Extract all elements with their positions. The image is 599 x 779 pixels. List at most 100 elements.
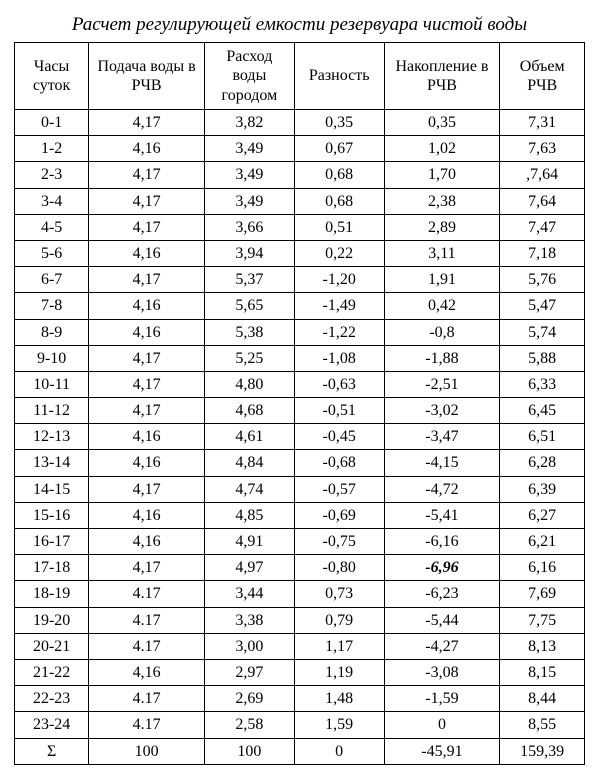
table-cell: 6,39 (500, 476, 585, 502)
table-cell: 4,68 (204, 398, 294, 424)
table-cell: 0,73 (294, 581, 384, 607)
table-row: 15-164,164,85-0,69-5,416,27 (15, 502, 585, 528)
table-cell: -1,59 (384, 686, 500, 712)
table-header-row: Часы суток Подача воды в РЧВ Расход воды… (15, 43, 585, 110)
table-cell: 4.17 (89, 712, 205, 738)
table-cell: 4,97 (204, 555, 294, 581)
table-cell: 20-21 (15, 633, 89, 659)
table-cell: 17-18 (15, 555, 89, 581)
table-cell: 3,38 (204, 607, 294, 633)
table-cell: 3,82 (204, 110, 294, 136)
table-cell: -2,51 (384, 371, 500, 397)
table-cell: 7,47 (500, 214, 585, 240)
table-cell: 8,13 (500, 633, 585, 659)
table-cell: 2,89 (384, 214, 500, 240)
table-cell: -3,02 (384, 398, 500, 424)
table-cell: 6,33 (500, 371, 585, 397)
table-cell: 2-3 (15, 162, 89, 188)
table-cell: -4,15 (384, 450, 500, 476)
table-row: 20-214.173,001,17-4,278,13 (15, 633, 585, 659)
table-cell: 0,35 (384, 110, 500, 136)
table-row: 21-224,162,971,19-3,088,15 (15, 659, 585, 685)
table-cell: -4,72 (384, 476, 500, 502)
table-cell: 4,85 (204, 502, 294, 528)
table-cell: 3,44 (204, 581, 294, 607)
table-row: 0-14,173,820,350,357,31 (15, 110, 585, 136)
table-cell: 18-19 (15, 581, 89, 607)
table-row: 9-104,175,25-1,08-1,885,88 (15, 345, 585, 371)
table-cell: 0,42 (384, 293, 500, 319)
table-cell: 5-6 (15, 240, 89, 266)
col-header-difference: Разность (294, 43, 384, 110)
table-cell: 0 (294, 738, 384, 764)
table-cell: 6,16 (500, 555, 585, 581)
table-cell: 22-23 (15, 686, 89, 712)
table-cell: -1,88 (384, 345, 500, 371)
table-cell: -0,75 (294, 529, 384, 555)
table-body: 0-14,173,820,350,357,311-24,163,490,671,… (15, 110, 585, 765)
table-cell: 5,38 (204, 319, 294, 345)
table-cell: -0,8 (384, 319, 500, 345)
table-row: 18-194.173,440,73-6,237,69 (15, 581, 585, 607)
table-cell: 8,55 (500, 712, 585, 738)
table-cell: 4,17 (89, 345, 205, 371)
table-row: 12-134,164,61-0,45-3,476,51 (15, 424, 585, 450)
table-cell: 15-16 (15, 502, 89, 528)
table-cell: 5,76 (500, 267, 585, 293)
table-row: 4-54,173,660,512,897,47 (15, 214, 585, 240)
table-cell: 0,68 (294, 162, 384, 188)
table-cell: 16-17 (15, 529, 89, 555)
table-cell: 5,74 (500, 319, 585, 345)
table-cell: 2,38 (384, 188, 500, 214)
table-cell: 4,17 (89, 214, 205, 240)
table-cell: 8-9 (15, 319, 89, 345)
table-cell: 5,25 (204, 345, 294, 371)
table-cell: -0,68 (294, 450, 384, 476)
table-cell: 10-11 (15, 371, 89, 397)
table-row: 22-234.172,691,48-1,598,44 (15, 686, 585, 712)
table-cell: 4,16 (89, 529, 205, 555)
table-cell: 0,51 (294, 214, 384, 240)
table-cell: -6,96 (384, 555, 500, 581)
table-cell: 5,47 (500, 293, 585, 319)
table-cell: 1,70 (384, 162, 500, 188)
table-cell: -3,08 (384, 659, 500, 685)
table-row: 13-144,164,84-0,68-4,156,28 (15, 450, 585, 476)
table-cell: ,7,64 (500, 162, 585, 188)
table-cell: 9-10 (15, 345, 89, 371)
table-row: 7-84,165,65-1,490,425,47 (15, 293, 585, 319)
table-row: 1-24,163,490,671,027,63 (15, 136, 585, 162)
table-cell: 19-20 (15, 607, 89, 633)
table-row: 19-204.173,380,79-5,447,75 (15, 607, 585, 633)
table-cell: 4,16 (89, 502, 205, 528)
table-cell: 4,16 (89, 659, 205, 685)
table-cell: 6,51 (500, 424, 585, 450)
table-cell: 0,35 (294, 110, 384, 136)
table-cell: 4,16 (89, 424, 205, 450)
table-cell: 4,17 (89, 371, 205, 397)
col-header-supply: Подача воды в РЧВ (89, 43, 205, 110)
table-cell: 4,74 (204, 476, 294, 502)
table-cell: 7,69 (500, 581, 585, 607)
table-cell: 0,79 (294, 607, 384, 633)
table-row: 14-154,174,74-0,57-4,726,39 (15, 476, 585, 502)
table-cell: 8,15 (500, 659, 585, 685)
table-cell: 4.17 (89, 633, 205, 659)
table-cell: -5,41 (384, 502, 500, 528)
table-cell: 13-14 (15, 450, 89, 476)
table-cell: 1,91 (384, 267, 500, 293)
table-cell: 4,91 (204, 529, 294, 555)
table-cell: 14-15 (15, 476, 89, 502)
table-cell: 4,17 (89, 110, 205, 136)
table-cell: 7,63 (500, 136, 585, 162)
table-cell: 3,94 (204, 240, 294, 266)
table-cell: 11-12 (15, 398, 89, 424)
table-cell: 4.17 (89, 607, 205, 633)
table-cell: -0,51 (294, 398, 384, 424)
table-cell: 6-7 (15, 267, 89, 293)
table-cell: -5,44 (384, 607, 500, 633)
table-cell: -0,80 (294, 555, 384, 581)
table-cell: 1,48 (294, 686, 384, 712)
table-cell: -6,16 (384, 529, 500, 555)
table-cell: 4,17 (89, 188, 205, 214)
